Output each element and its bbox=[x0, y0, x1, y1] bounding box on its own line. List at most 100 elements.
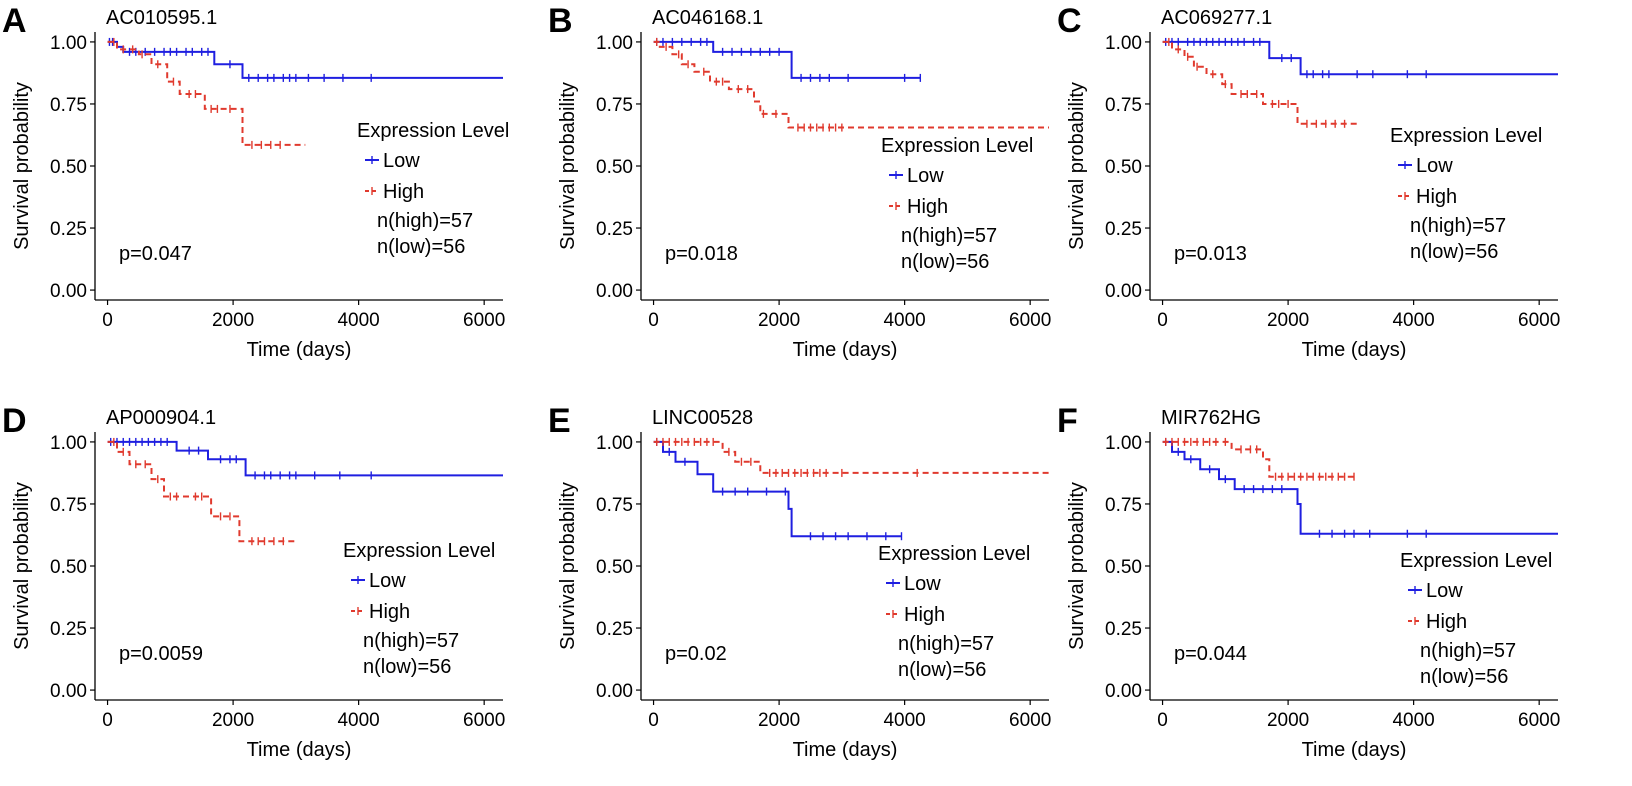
y-tick-label: 0.00 bbox=[50, 681, 87, 702]
x-tick-label: 6000 bbox=[1518, 310, 1560, 331]
legend: Expression Level Low High n(high)=57 n(low)=… bbox=[1400, 550, 1552, 688]
y-axis-label: Survival probability bbox=[557, 482, 579, 650]
x-tick-label: 6000 bbox=[463, 710, 505, 731]
km-curve-high bbox=[1162, 40, 1358, 125]
legend: Expression Level Low High n(high)=57 n(low)=… bbox=[343, 540, 495, 678]
y-axis-label: Survival probability bbox=[11, 482, 33, 650]
y-tick-label: 0.50 bbox=[50, 557, 87, 578]
x-tick-label: 0 bbox=[102, 710, 113, 731]
x-tick-label: 2000 bbox=[212, 310, 254, 331]
km-curve-low bbox=[107, 440, 503, 477]
legend-title: Expression Level bbox=[343, 540, 495, 562]
y-tick-label: 0.75 bbox=[50, 495, 87, 516]
y-tick-label: 0.00 bbox=[1105, 281, 1142, 302]
y-tick-label: 1.00 bbox=[50, 33, 87, 54]
y-tick-label: 0.50 bbox=[1105, 157, 1142, 178]
y-tick-label: 1.00 bbox=[1105, 433, 1142, 454]
n-low-label: n(low)=56 bbox=[1420, 666, 1508, 688]
y-tick-label: 0.25 bbox=[596, 219, 633, 240]
x-tick-label: 2000 bbox=[212, 710, 254, 731]
n-low-label: n(low)=56 bbox=[377, 236, 465, 258]
y-axis-label: Survival probability bbox=[11, 82, 33, 250]
legend-title: Expression Level bbox=[1400, 550, 1552, 572]
chart-title: AC046168.1 bbox=[652, 7, 763, 29]
x-tick-label: 6000 bbox=[1009, 310, 1051, 331]
x-tick-label: 0 bbox=[1157, 310, 1168, 331]
x-tick-label: 4000 bbox=[1392, 310, 1434, 331]
y-tick-label: 0.25 bbox=[1105, 219, 1142, 240]
panel-F: F MIR762HG 0.00 0.25 0.50 0.75 1.00 0 2000 4000 60… bbox=[1057, 402, 1560, 761]
legend-title: Expression Level bbox=[881, 135, 1033, 157]
km-curve-high bbox=[1162, 440, 1358, 478]
panel-letter: B bbox=[548, 2, 573, 40]
y-axis-label: Survival probability bbox=[1066, 482, 1088, 650]
legend-title: Expression Level bbox=[357, 120, 509, 142]
panel-B: B AC046168.1 0.00 0.25 0.50 0.75 1.00 0 2000 4000… bbox=[548, 2, 1051, 361]
legend-label-high: High bbox=[907, 196, 948, 218]
y-tick-label: 0.25 bbox=[1105, 619, 1142, 640]
x-tick-label: 0 bbox=[648, 710, 659, 731]
x-axis-label: Time (days) bbox=[793, 339, 898, 361]
x-tick-label: 0 bbox=[648, 310, 659, 331]
x-tick-label: 4000 bbox=[337, 310, 379, 331]
x-tick-label: 6000 bbox=[1009, 710, 1051, 731]
x-tick-label: 4000 bbox=[337, 710, 379, 731]
legend-label-high: High bbox=[1426, 611, 1467, 633]
p-value: p=0.013 bbox=[1174, 243, 1247, 265]
panel-A: A AC010595.1 0.00 0.25 0.50 0.75 1.00 0 2000 4000… bbox=[2, 2, 509, 361]
chart-title: AP000904.1 bbox=[106, 407, 216, 429]
km-curve-high bbox=[107, 440, 296, 543]
y-tick-label: 0.00 bbox=[596, 681, 633, 702]
legend: Expression Level Low High n(high)=57 n(low)=… bbox=[1390, 125, 1542, 263]
chart-title: LINC00528 bbox=[652, 407, 753, 429]
y-tick-label: 0.75 bbox=[1105, 495, 1142, 516]
y-axis-label: Survival probability bbox=[1066, 82, 1088, 250]
x-tick-label: 2000 bbox=[758, 710, 800, 731]
legend-label-high: High bbox=[383, 181, 424, 203]
y-axis-label: Survival probability bbox=[557, 82, 579, 250]
y-tick-label: 0.75 bbox=[596, 95, 633, 116]
n-low-label: n(low)=56 bbox=[363, 656, 451, 678]
legend: Expression Level Low High n(high)=57 n(low)=… bbox=[881, 135, 1033, 273]
legend-label-low: Low bbox=[369, 570, 406, 592]
panel-D: D AP000904.1 0.00 0.25 0.50 0.75 1.00 0 2000 4000… bbox=[2, 402, 505, 761]
n-high-label: n(high)=57 bbox=[363, 630, 459, 652]
km-curve-high bbox=[653, 440, 1049, 474]
n-low-label: n(low)=56 bbox=[901, 251, 989, 273]
legend-label-high: High bbox=[369, 601, 410, 623]
x-axis-label: Time (days) bbox=[1302, 739, 1407, 761]
panel-letter: C bbox=[1057, 2, 1082, 40]
p-value: p=0.018 bbox=[665, 243, 738, 265]
x-tick-label: 6000 bbox=[1518, 710, 1560, 731]
panel-letter: F bbox=[1057, 402, 1078, 440]
y-tick-label: 0.25 bbox=[596, 619, 633, 640]
chart-title: AC069277.1 bbox=[1161, 7, 1272, 29]
x-tick-label: 2000 bbox=[1267, 310, 1309, 331]
panel-letter: A bbox=[2, 2, 27, 40]
legend-title: Expression Level bbox=[1390, 125, 1542, 147]
y-tick-label: 0.50 bbox=[596, 557, 633, 578]
y-tick-label: 0.25 bbox=[50, 619, 87, 640]
x-tick-label: 0 bbox=[1157, 710, 1168, 731]
y-tick-label: 1.00 bbox=[50, 433, 87, 454]
y-tick-label: 0.50 bbox=[50, 157, 87, 178]
legend-label-high: High bbox=[1416, 186, 1457, 208]
y-tick-label: 0.75 bbox=[1105, 95, 1142, 116]
y-tick-label: 0.00 bbox=[596, 281, 633, 302]
y-tick-label: 0.25 bbox=[50, 219, 87, 240]
panel-letter: E bbox=[548, 402, 571, 440]
x-axis-label: Time (days) bbox=[247, 339, 352, 361]
legend: Expression Level Low High n(high)=57 n(low)=… bbox=[357, 120, 509, 258]
n-high-label: n(high)=57 bbox=[898, 633, 994, 655]
legend-title: Expression Level bbox=[878, 543, 1030, 565]
x-axis-label: Time (days) bbox=[247, 739, 352, 761]
km-curve-low bbox=[1162, 440, 1558, 535]
n-high-label: n(high)=57 bbox=[1410, 215, 1506, 237]
chart-title: MIR762HG bbox=[1161, 407, 1261, 429]
legend-label-low: Low bbox=[1416, 155, 1453, 177]
p-value: p=0.0059 bbox=[119, 643, 203, 665]
legend-label-low: Low bbox=[383, 150, 420, 172]
x-tick-label: 4000 bbox=[883, 710, 925, 731]
x-tick-label: 4000 bbox=[883, 310, 925, 331]
